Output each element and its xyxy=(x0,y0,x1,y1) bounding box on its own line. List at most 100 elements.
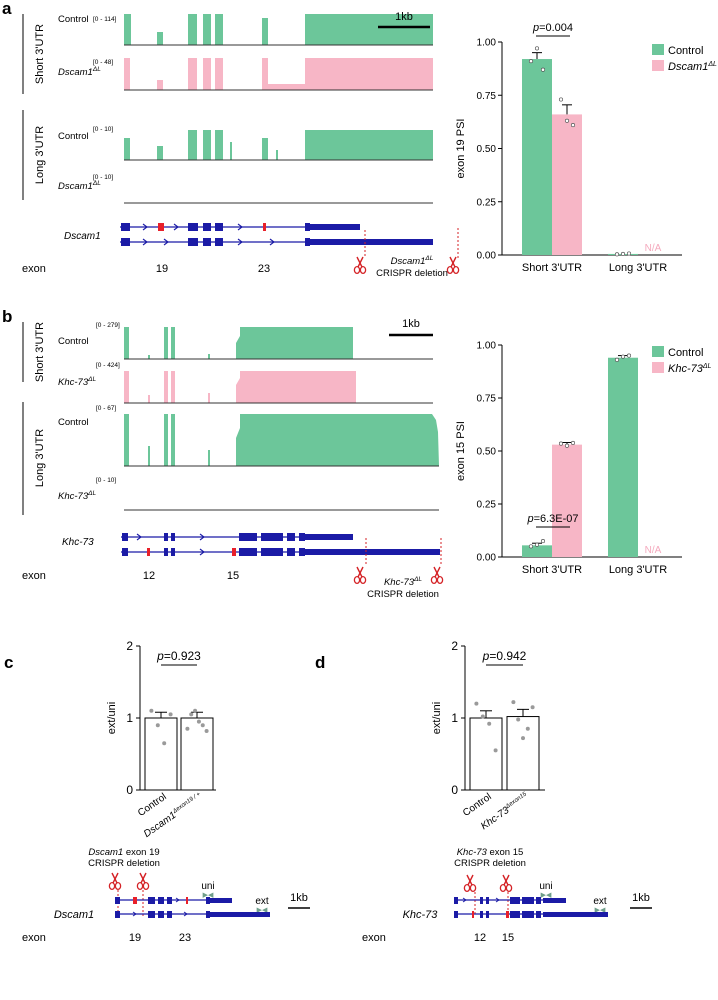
data-point xyxy=(620,354,626,359)
bar xyxy=(144,717,178,791)
track-label: Khc-73ΔL xyxy=(58,490,96,502)
panel-label-b: b xyxy=(2,307,12,326)
panel-label-a: a xyxy=(2,0,12,18)
track-label: Control xyxy=(58,336,89,347)
track-label: Khc-73ΔL xyxy=(58,376,96,388)
bar xyxy=(608,357,638,557)
data-point xyxy=(525,726,530,731)
data-point xyxy=(626,353,632,358)
data-point xyxy=(189,712,194,717)
track-scale: [0 - 10] xyxy=(93,126,113,133)
coverage-track xyxy=(124,14,433,46)
track-scale: [0 - 114] xyxy=(93,16,117,23)
data-point xyxy=(570,440,576,445)
gene-name: Dscam1 xyxy=(54,909,94,921)
scale-bar-label: 1kb xyxy=(632,892,650,904)
legend-swatch xyxy=(652,346,664,357)
data-point xyxy=(534,46,540,51)
y-tick-label: 0.50 xyxy=(477,447,497,458)
y-tick-label: 0.75 xyxy=(477,394,497,405)
track-label: Control xyxy=(58,131,89,142)
exon-number: 23 xyxy=(179,932,191,944)
primer-label: uni xyxy=(539,881,552,892)
data-point xyxy=(149,708,154,713)
data-point xyxy=(168,712,173,717)
y-tick-label: 1.00 xyxy=(477,38,497,49)
bar-chart-exon15-psi: 0.00 0.25 0.50 0.75 1.00 exon 15 PSI Short 3'U… xyxy=(455,341,712,577)
primer-label: ext xyxy=(593,896,607,907)
bar-chart-exon19-psi: 0.00 0.25 0.50 0.75 1.00 exon 19 PSI Short 3'U… xyxy=(455,22,717,274)
primer-label: ext xyxy=(255,896,269,907)
y-tick-label: 0 xyxy=(451,783,458,797)
data-point xyxy=(564,443,570,448)
exon-number: 12 xyxy=(143,570,155,582)
deletion-text: CRISPR deletion xyxy=(367,589,439,600)
bar xyxy=(522,59,552,255)
gene-model xyxy=(120,223,360,231)
scissors-icon xyxy=(430,566,444,585)
exon-number: 15 xyxy=(227,570,239,582)
y-tick-label: 0 xyxy=(126,783,133,797)
data-point xyxy=(540,539,546,544)
p-value: p=0.942 xyxy=(482,649,527,663)
y-tick-label: 0.00 xyxy=(477,251,497,262)
y-axis-label: exon 19 PSI xyxy=(455,119,467,179)
scissors-icon xyxy=(136,872,150,891)
data-point xyxy=(530,705,535,710)
legend-label: Dscam1ΔL xyxy=(668,61,717,73)
na-label: N/A xyxy=(645,545,662,556)
y-tick-label: 2 xyxy=(451,639,458,653)
group-label-long-b: Long 3'UTR xyxy=(34,429,46,487)
exon-label: exon xyxy=(362,932,386,944)
legend-label: Control xyxy=(668,347,703,359)
exon-number: 12 xyxy=(474,932,486,944)
data-point xyxy=(620,251,626,256)
primer-arrows-icon: ▶◀ xyxy=(203,892,214,899)
p-value: p=0.923 xyxy=(156,649,201,663)
x-tick-label: Long 3'UTR xyxy=(609,564,667,576)
data-point xyxy=(493,748,498,753)
bar xyxy=(522,545,552,557)
data-point xyxy=(558,441,564,446)
exon-label: exon xyxy=(22,932,46,944)
bar xyxy=(552,114,582,255)
exon-number: 19 xyxy=(129,932,141,944)
coverage-track xyxy=(124,414,439,467)
x-tick-label: Control xyxy=(461,791,494,819)
exon-number: 23 xyxy=(258,263,270,275)
scissors-icon xyxy=(446,256,460,275)
deletion-allele: Dscam1ΔL xyxy=(391,255,434,267)
primer-label: uni xyxy=(201,881,214,892)
data-point xyxy=(564,118,570,123)
panel-a: a Short 3'UTR Long 3'UTR Control [0 - 11… xyxy=(2,0,460,279)
deletion-exon-label: Khc-73 exon 15 xyxy=(457,847,524,858)
y-tick-label: 0.00 xyxy=(477,553,497,564)
track-label: Dscam1ΔL xyxy=(58,180,101,192)
coverage-track xyxy=(124,58,433,91)
exon-label: exon xyxy=(22,570,46,582)
legend-label: Khc-73ΔL xyxy=(668,363,712,375)
scale-bar-label: 1kb xyxy=(290,892,308,904)
data-point xyxy=(516,717,521,722)
data-point xyxy=(558,97,564,102)
data-point xyxy=(614,357,620,362)
legend-swatch xyxy=(652,44,664,55)
panel-b: b Short 3'UTR Long 3'UTR [0 - 279] Contr… xyxy=(2,307,444,600)
deletion-exon-label: Dscam1 exon 19 xyxy=(88,847,159,858)
exon-number: 19 xyxy=(156,263,168,275)
data-point xyxy=(162,741,167,746)
panel-label-c: c xyxy=(4,653,13,672)
gene-name: Dscam1 xyxy=(64,231,101,242)
primer-arrows-icon: ▶◀ xyxy=(257,907,268,914)
gene-model xyxy=(121,548,440,556)
y-axis-label: ext/uni xyxy=(106,702,118,734)
legend-label: Control xyxy=(668,45,703,57)
data-point xyxy=(193,708,198,713)
bar xyxy=(506,716,540,791)
track-scale: [0 - 10] xyxy=(93,174,113,181)
track-scale: [0 - 10] xyxy=(96,477,116,484)
deletion-text: CRISPR deletion xyxy=(454,858,526,869)
coverage-track xyxy=(124,327,433,360)
